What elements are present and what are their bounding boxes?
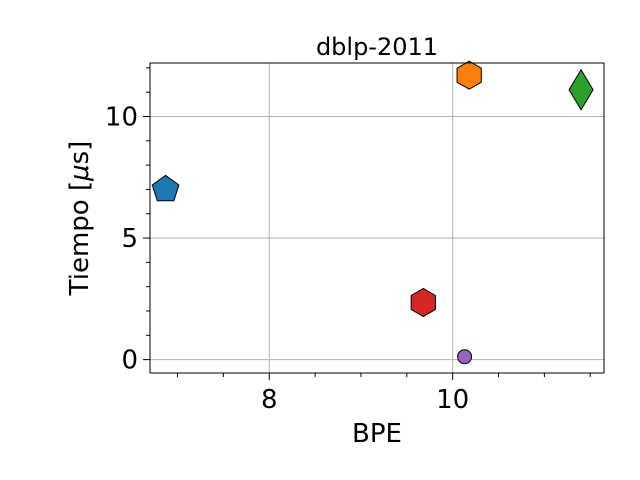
data-point-hexagon <box>456 60 482 90</box>
y-tick-labels: 0 5 10 <box>105 102 138 375</box>
y-tick-label: 5 <box>121 224 138 254</box>
data-points <box>151 60 594 365</box>
x-tick-labels: 8 10 <box>261 385 469 415</box>
data-point-hexagon <box>410 287 436 318</box>
y-axis-label-prefix: Tiempo [ <box>65 181 95 296</box>
chart-title: dblp-2011 <box>316 33 438 61</box>
minor-ticks <box>146 67 591 377</box>
y-axis-label: Tiempo [μs] <box>65 141 95 297</box>
y-tick-label: 10 <box>105 102 138 132</box>
grid-lines <box>150 63 604 373</box>
major-ticks <box>143 115 454 380</box>
y-axis-label-mu: μ <box>65 164 95 182</box>
data-point-circle <box>457 349 473 365</box>
x-axis-label: BPE <box>352 419 402 449</box>
plot-area-frame <box>149 62 605 374</box>
x-tick-label: 10 <box>436 385 469 415</box>
y-tick-label: 0 <box>121 346 138 376</box>
data-point-pentagon <box>151 174 180 202</box>
x-tick-label: 8 <box>261 385 278 415</box>
y-axis-label-suffix: s] <box>65 141 95 165</box>
data-point-diamond <box>568 68 594 111</box>
